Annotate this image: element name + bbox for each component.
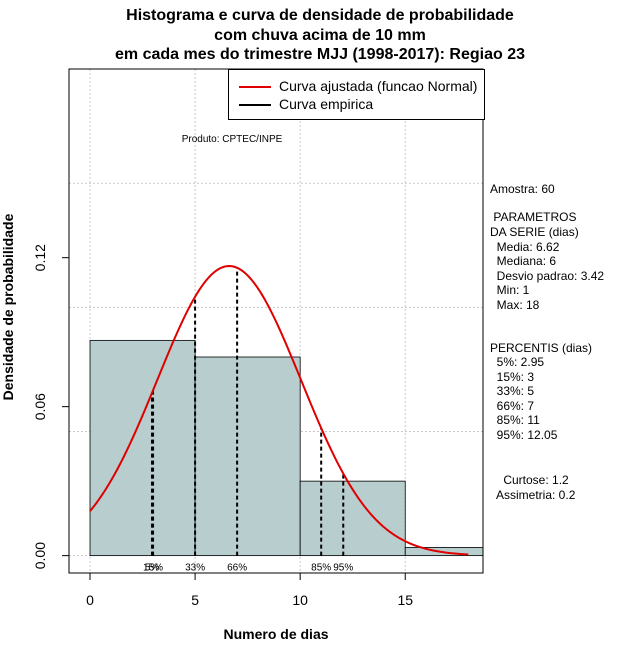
histogram-bars <box>89 339 484 557</box>
normal-fit-curve <box>89 265 469 556</box>
percentile-label: 33% <box>185 563 205 574</box>
stat-p33: 33%: 5 <box>490 384 535 398</box>
stat-kurtosis: Curtose: 1.2 <box>490 473 569 487</box>
percentiles-title: PERCENTIS (dias) <box>490 341 593 355</box>
legend-item-empirical: Curva empirica <box>239 96 373 112</box>
stat-p95: 95%: 12.05 <box>490 428 558 442</box>
stat-p15: 15%: 3 <box>490 370 535 384</box>
normal-curve <box>89 265 469 556</box>
params-title-1: PARAMETROS <box>490 210 577 224</box>
percentile-label: 85% <box>311 563 331 574</box>
percentile-lines: 5%15% 33% 66% 85% 95% <box>143 267 353 574</box>
histogram-bar <box>194 356 301 557</box>
producer-label: Produto: CPTEC/INPE <box>182 134 283 145</box>
percentile-label: 5% <box>145 563 160 574</box>
stat-skewness: Assimetria: 0.2 <box>490 488 576 502</box>
x-tick-label: 10 <box>292 592 308 608</box>
stat-min: Min: 1 <box>490 283 530 297</box>
chart-title-line-3: em cada mes do trimestre MJJ (1998-2017)… <box>115 46 525 63</box>
axes: 0 5 10 15 0.00 0.06 0.12 <box>32 244 413 608</box>
legend-empirical-label: Curva empirica <box>279 96 374 112</box>
percentile-label: 15% <box>143 563 163 574</box>
chart-title-line-2: com chuva acima de 10 mm <box>214 27 426 44</box>
x-tick-label: 15 <box>397 592 413 608</box>
legend-fitted-swatch <box>239 86 271 89</box>
stat-sd: Desvio padrao: 3.42 <box>490 269 605 283</box>
percentile-label: 66% <box>227 563 247 574</box>
legend: Curva ajustada (funcao Normal) Curva emp… <box>228 69 485 120</box>
sample-size: Amostra: 60 <box>490 182 555 196</box>
chart-title-line-1: Histograma e curva de densidade de proba… <box>126 7 514 24</box>
histogram-bar <box>89 339 196 557</box>
stat-p5: 5%: 2.95 <box>490 355 545 369</box>
stat-max: Max: 18 <box>490 298 540 312</box>
y-tick-label: 0.12 <box>32 244 48 271</box>
y-tick-label: 0.06 <box>32 393 48 420</box>
stat-p66: 66%: 7 <box>490 399 535 413</box>
percentile-label: 95% <box>333 563 353 574</box>
histogram-bar <box>299 480 406 557</box>
stat-p85: 85%: 11 <box>490 413 540 427</box>
x-axis-label: Numero de dias <box>223 626 328 642</box>
x-tick-label: 5 <box>191 592 199 608</box>
legend-item-fitted: Curva ajustada (funcao Normal) <box>239 78 477 94</box>
y-tick-label: 0.00 <box>32 542 48 569</box>
x-tick-label: 0 <box>86 592 94 608</box>
params-title-2: DA SERIE (dias) <box>490 225 579 239</box>
stat-median: Mediana: 6 <box>490 254 557 268</box>
stat-mean: Media: 6.62 <box>490 240 560 254</box>
legend-empirical-swatch <box>239 104 271 107</box>
legend-fitted-label: Curva ajustada (funcao Normal) <box>279 78 478 94</box>
y-axis-label: Densidade de probabilidade <box>0 213 16 400</box>
